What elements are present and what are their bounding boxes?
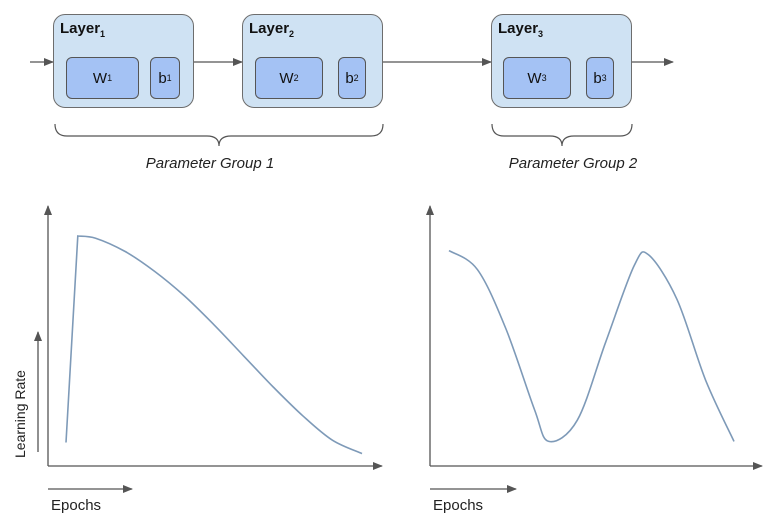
layer-2-title: Layer2 [249, 20, 295, 39]
group1-brace [54, 123, 384, 147]
chart1-ylabel: Learning Rate [12, 370, 28, 458]
parameter-group-2-label: Parameter Group 2 [508, 155, 638, 172]
chart2-xlabel: Epochs [433, 497, 484, 514]
chart1-lr-curve [65, 235, 363, 455]
chart2-lr-curve [448, 249, 735, 443]
chart1-xlabel: Epochs [51, 497, 102, 514]
layer-1-title: Layer1 [60, 20, 106, 39]
layer-3-title: Layer3 [498, 20, 544, 39]
parameter-group-1-label: Parameter Group 1 [145, 155, 275, 172]
group2-brace [491, 123, 633, 147]
